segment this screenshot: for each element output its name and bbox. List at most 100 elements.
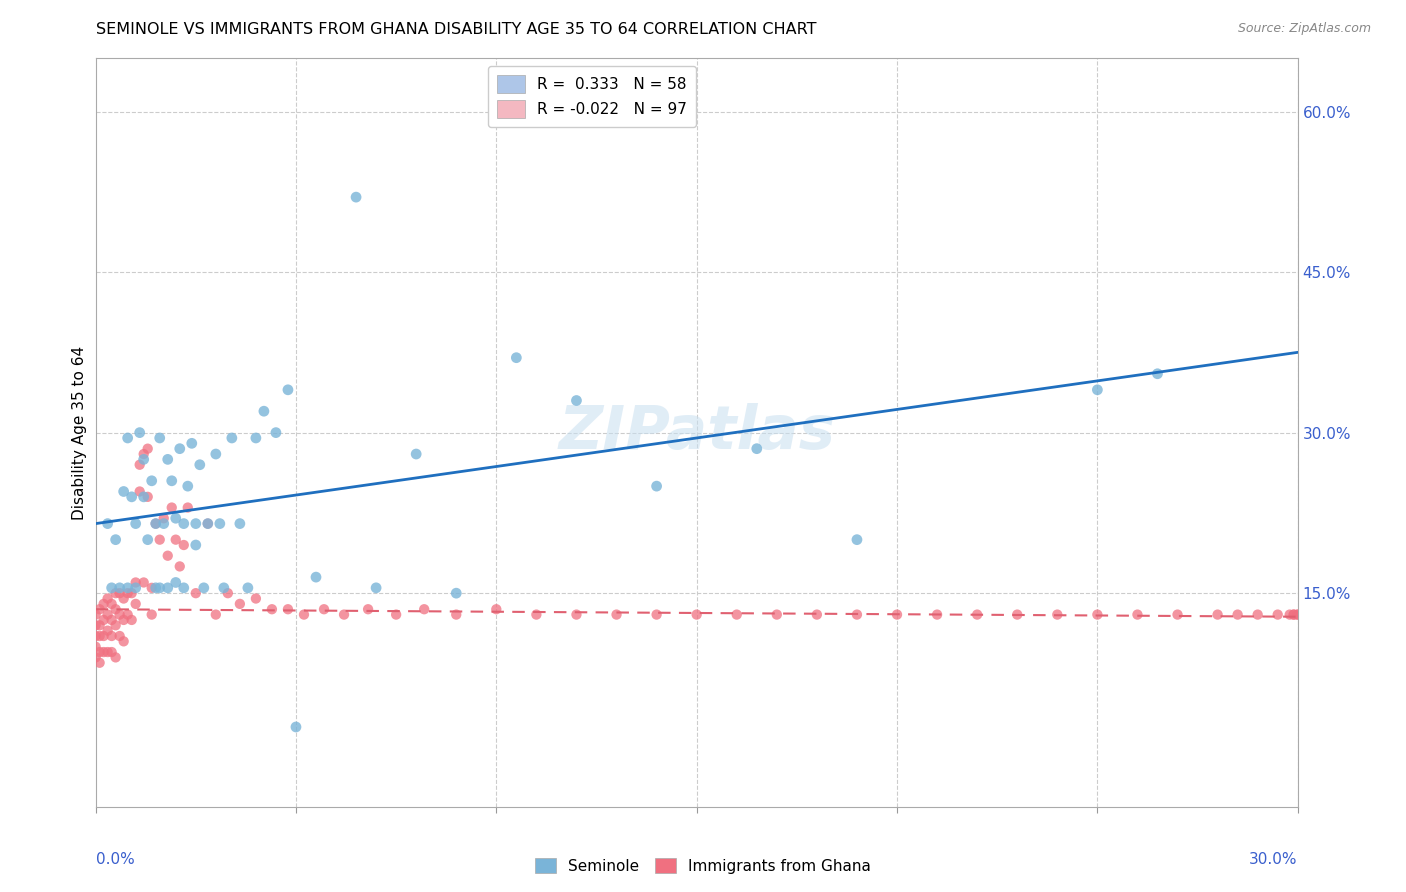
Point (217, 586, 239, 600)
Point (229, 516, 252, 531)
Point (177, 500, 200, 515)
Point (745, 442, 768, 456)
Point (1286, 607, 1309, 622)
Text: SEMINOLE VS IMMIGRANTS FROM GHANA DISABILITY AGE 35 TO 64 CORRELATION CHART: SEMINOLE VS IMMIGRANTS FROM GHANA DISABI… (96, 22, 815, 37)
Point (405, 447, 427, 461)
Point (112, 484, 135, 499)
Point (886, 607, 908, 622)
Point (104, 618, 127, 632)
Point (112, 613, 135, 627)
Point (89, 618, 111, 632)
Point (264, 425, 287, 440)
Point (160, 474, 183, 488)
Point (846, 533, 869, 547)
Point (312, 602, 335, 616)
Point (132, 447, 155, 461)
Point (117, 607, 139, 622)
Point (236, 581, 259, 595)
Point (1206, 607, 1229, 622)
Legend: Seminole, Immigrants from Ghana: Seminole, Immigrants from Ghana (529, 852, 877, 880)
Point (108, 586, 131, 600)
Point (124, 581, 148, 595)
Point (606, 607, 628, 622)
Point (505, 351, 527, 365)
Point (132, 452, 155, 467)
Point (145, 581, 167, 595)
Point (245, 591, 267, 606)
Point (149, 581, 172, 595)
Point (165, 575, 187, 590)
Point (444, 607, 467, 622)
Point (366, 581, 388, 595)
Point (173, 516, 195, 531)
Point (165, 533, 187, 547)
Text: 30.0%: 30.0% (1250, 852, 1298, 867)
Point (141, 581, 163, 595)
Text: Source: ZipAtlas.com: Source: ZipAtlas.com (1237, 22, 1371, 36)
Point (966, 607, 988, 622)
Point (84, 629, 107, 643)
Point (305, 570, 328, 584)
Point (100, 581, 122, 595)
Point (169, 559, 191, 574)
Point (132, 490, 155, 504)
Point (277, 383, 299, 397)
Point (128, 484, 150, 499)
Point (169, 442, 191, 456)
Point (197, 516, 219, 531)
Point (152, 516, 174, 531)
Point (89, 645, 111, 659)
Point (112, 634, 135, 648)
Point (1007, 607, 1029, 622)
Point (1267, 607, 1289, 622)
Point (117, 581, 139, 595)
Point (173, 581, 195, 595)
Point (413, 602, 436, 616)
Point (145, 516, 167, 531)
Point (89, 602, 111, 616)
Point (128, 458, 150, 472)
Point (84, 650, 107, 665)
Point (128, 425, 150, 440)
Point (136, 490, 159, 504)
Point (136, 442, 159, 456)
Point (205, 447, 228, 461)
Point (156, 452, 179, 467)
Point (1226, 607, 1249, 622)
Point (152, 511, 174, 525)
Point (141, 474, 163, 488)
Y-axis label: Disability Age 35 to 64: Disability Age 35 to 64 (72, 345, 87, 520)
Point (927, 607, 949, 622)
Point (357, 602, 380, 616)
Point (112, 591, 135, 606)
Point (686, 607, 709, 622)
Point (108, 629, 131, 643)
Point (124, 597, 148, 611)
Point (97, 516, 120, 531)
Point (444, 586, 467, 600)
Legend: R =  0.333   N = 58, R = -0.022   N = 97: R = 0.333 N = 58, R = -0.022 N = 97 (488, 66, 696, 128)
Point (229, 597, 252, 611)
Point (766, 607, 789, 622)
Point (725, 607, 748, 622)
Point (645, 607, 668, 622)
Point (188, 458, 211, 472)
Point (344, 190, 367, 204)
Point (277, 602, 299, 616)
Text: 0.0%: 0.0% (96, 852, 135, 867)
Point (1286, 607, 1309, 622)
Point (104, 650, 127, 665)
Point (108, 581, 131, 595)
Point (104, 533, 127, 547)
Point (1278, 607, 1301, 622)
Point (645, 479, 668, 493)
Point (104, 602, 127, 616)
Point (221, 431, 243, 445)
Point (1126, 607, 1149, 622)
Point (121, 586, 143, 600)
Point (136, 533, 159, 547)
Point (212, 581, 235, 595)
Text: ZIPatlas: ZIPatlas (558, 403, 835, 462)
Point (197, 516, 219, 531)
Point (333, 607, 356, 622)
